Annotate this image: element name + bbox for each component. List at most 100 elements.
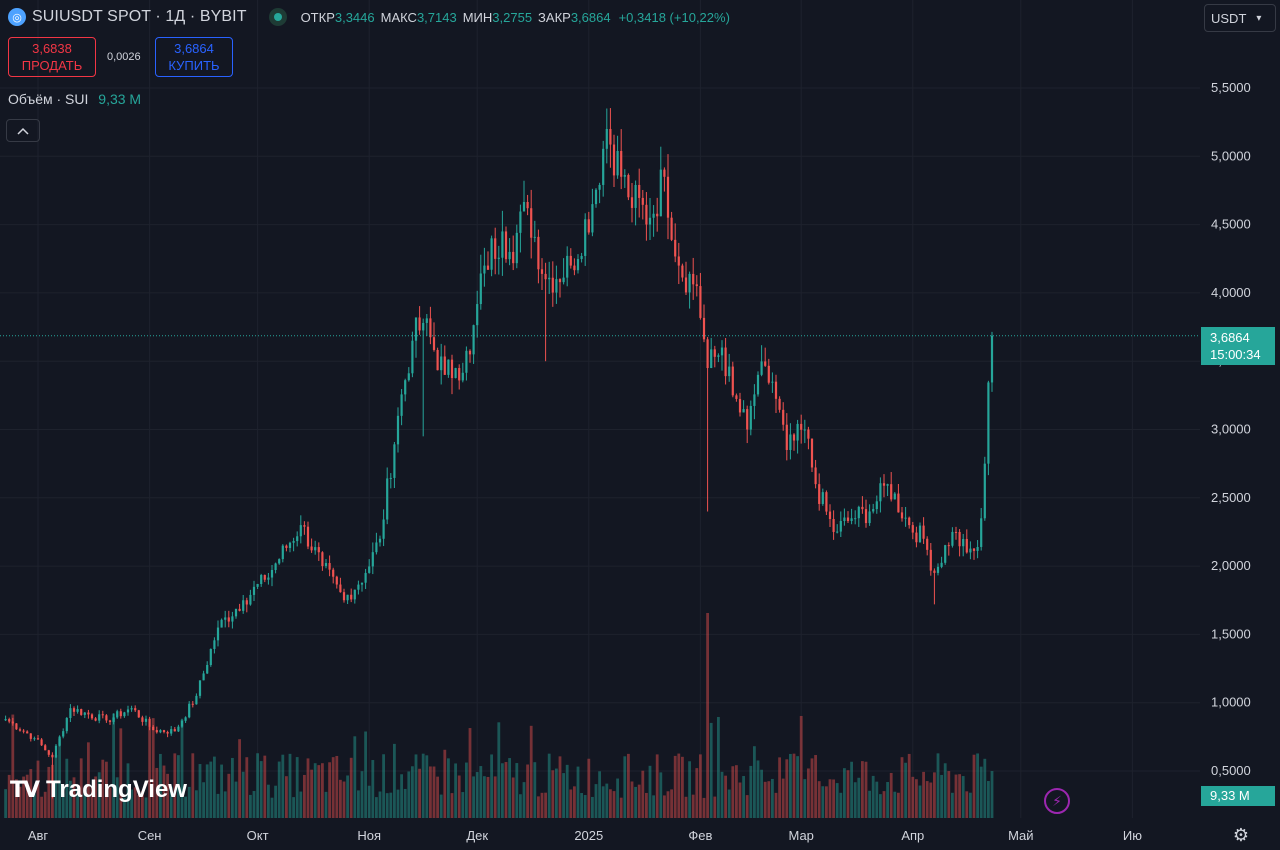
candle-body (292, 541, 295, 543)
candle-body (576, 259, 580, 271)
currency-value: USDT (1211, 10, 1247, 26)
volume-bar (922, 771, 925, 818)
y-tick-label: 1,0000 (1211, 695, 1251, 710)
x-tick-label: Окт (247, 828, 269, 843)
candle-body (857, 506, 860, 519)
candle-body (702, 317, 706, 340)
volume-bar (18, 786, 22, 818)
volume-bar (364, 731, 367, 818)
volume-bar (792, 753, 796, 818)
candle-body (641, 197, 644, 205)
volume-bar (533, 762, 537, 818)
candle-body (216, 627, 220, 641)
buy-button[interactable]: 3,6864 КУПИТЬ (155, 37, 233, 77)
symbol-title[interactable]: SUIUSDT SPOT · 1Д · BYBIT (32, 8, 247, 25)
volume-bar (105, 761, 108, 818)
volume-legend-value: 9,33 M (98, 91, 142, 107)
candle-body (609, 128, 612, 145)
candle-body (879, 483, 882, 502)
volume-bar (407, 771, 411, 818)
volume-bar (367, 785, 371, 818)
candle-body (695, 284, 698, 287)
volume-bar (141, 791, 144, 818)
volume-bar (54, 755, 58, 818)
candle-body (159, 730, 162, 733)
volume-legend[interactable]: Объём · SUI 9,33 M (8, 91, 141, 107)
volume-bar (889, 772, 893, 818)
sui-coin-icon: ◎ (8, 8, 26, 26)
volume-bar (187, 786, 191, 818)
volume-bar (879, 794, 882, 818)
volume-bar (976, 753, 979, 818)
volume-bar (915, 779, 918, 818)
candle-body (962, 538, 965, 547)
volume-bar (468, 728, 472, 818)
volume-bar (987, 781, 990, 818)
currency-select[interactable]: USDT ▾ (1204, 4, 1276, 32)
candle-body (58, 736, 61, 746)
y-tick-label: 2,5000 (1211, 490, 1251, 505)
volume-bar (115, 777, 119, 818)
volume-bar (749, 765, 753, 818)
volume-bar (839, 792, 843, 818)
candle-body (630, 197, 634, 208)
volume-bar (940, 774, 943, 818)
x-tick-label: Фев (688, 828, 712, 843)
candle-body (692, 273, 695, 285)
sell-price: 3,6838 (32, 41, 72, 56)
volume-bar (648, 765, 652, 818)
collapse-legend-button[interactable] (6, 119, 40, 142)
candle-body (224, 617, 227, 620)
volume-bar (191, 753, 195, 818)
volume-bar (195, 790, 198, 818)
candle-body (922, 525, 925, 539)
candle-body (173, 729, 176, 732)
volume-bar (310, 769, 313, 818)
volume-bar (108, 787, 112, 818)
volume-bar (691, 794, 695, 818)
volume-bar (778, 757, 781, 818)
candle-body (170, 729, 173, 734)
volume-bar (123, 797, 126, 818)
gear-icon[interactable]: ⚙ (1232, 824, 1250, 845)
tradingview-logo[interactable]: 𝗧𝗩 TradingView (10, 776, 187, 804)
volume-bar (112, 713, 115, 818)
candle-body (663, 169, 666, 177)
volume-bar (425, 755, 429, 818)
volume-bar (353, 736, 357, 818)
market-status-icon[interactable] (268, 8, 287, 26)
x-tick-label: Апр (901, 828, 924, 843)
lightning-icon[interactable]: ⚡ (1044, 788, 1070, 814)
ohlc-readout: ОТКР 3,3446 МАКС 3,7143 МИН 3,2755 ЗАКР … (301, 10, 730, 25)
candle-body (720, 347, 724, 356)
volume-bar (126, 763, 130, 818)
bar-countdown: 15:00:34 (1210, 347, 1261, 362)
volume-bar (699, 754, 702, 818)
candle-body (317, 547, 320, 553)
candle-body (353, 589, 356, 600)
candle-body (587, 219, 590, 233)
candle-body (688, 273, 691, 293)
candle-body (706, 339, 709, 369)
volume-bar (745, 795, 749, 818)
volume-bar (335, 755, 339, 818)
candle-body (893, 493, 896, 500)
candle-body (411, 340, 414, 374)
volume-bar (238, 739, 241, 818)
time-axis[interactable]: Авг Сен Окт Ноя Дек 2025 Фев Мар Апр Май Ию (28, 828, 1142, 843)
volume-bar (97, 772, 101, 818)
candle-body (321, 552, 324, 567)
candle-body (828, 511, 832, 520)
candle-body (735, 395, 738, 399)
candle-body (666, 176, 670, 218)
candle-body (263, 575, 266, 580)
volume-bar (814, 755, 817, 818)
candle-body (573, 265, 576, 271)
candle-body (486, 265, 490, 270)
price-axis[interactable]: 5,50005,00004,50004,00003,50003,00002,50… (1211, 80, 1251, 778)
x-tick-label: Дек (466, 828, 488, 843)
candle-body (803, 429, 806, 431)
sell-button[interactable]: 3,6838 ПРОДАТЬ (8, 37, 96, 77)
candle-body (425, 318, 428, 323)
